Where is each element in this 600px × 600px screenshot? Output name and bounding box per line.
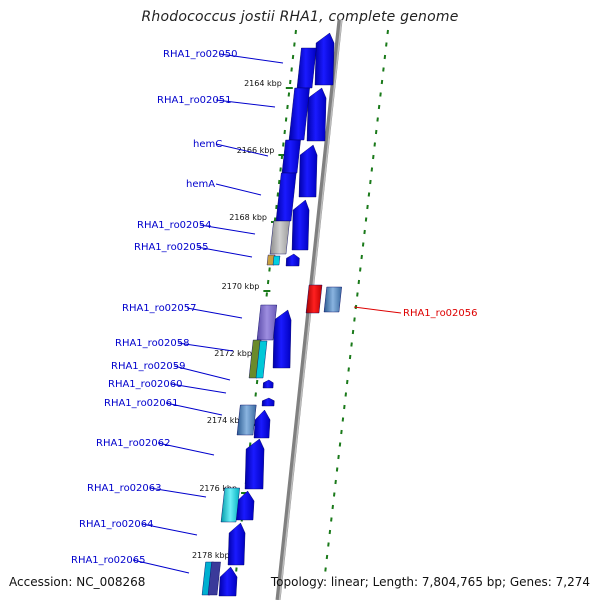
gene-feature: [227, 522, 246, 566]
gene-label[interactable]: RHA1_ro02064: [79, 519, 154, 530]
kbp-tick-label: 2170 kbp: [222, 282, 260, 291]
kbp-tick-label: 2164 kbp: [244, 79, 282, 88]
gene-labels: RHA1_ro02050 RHA1_ro02051 hemC hemA RHA1_ro0…: [71, 49, 478, 566]
label-leader-line: [157, 442, 215, 456]
gene-feature: [269, 220, 290, 255]
gene-feature: [288, 87, 310, 141]
label-leader-line: [196, 246, 253, 258]
gene-label[interactable]: hemC: [193, 139, 222, 150]
label-leader-line: [173, 365, 231, 381]
gene-feature: [323, 286, 342, 313]
kbp-tick-label: 2178 kbp: [192, 551, 230, 560]
accession-text: Accession: NC_008268: [9, 575, 146, 589]
label-leader-line: [132, 559, 190, 574]
gene-feature: [314, 32, 335, 86]
gene-label[interactable]: RHA1_ro02056: [403, 308, 478, 319]
gene-feature: [298, 144, 318, 198]
gene-feature: [305, 284, 323, 314]
gene-label[interactable]: RHA1_ro02054: [137, 220, 212, 231]
gene-features: [201, 32, 342, 597]
kbp-tick-label: 2172 kbp: [214, 349, 252, 358]
gene-feature: [281, 139, 301, 174]
kbp-tick-label: 2176 kbp: [199, 484, 237, 493]
gene-feature: [244, 438, 265, 490]
gene-feature: [207, 561, 221, 596]
gene-feature: [255, 340, 268, 379]
gene-feature: [285, 253, 300, 267]
gene-feature: [272, 255, 281, 266]
label-leader-line: [219, 53, 284, 64]
label-leader-line: [215, 143, 269, 157]
gene-label[interactable]: RHA1_ro02051: [157, 95, 232, 106]
gene-label[interactable]: RHA1_ro02061: [104, 398, 179, 409]
label-leader-line: [215, 183, 262, 196]
gene-feature: [296, 47, 317, 89]
genome-title: Rhodococcus jostii RHA1, complete genome: [141, 9, 459, 25]
gene-label[interactable]: hemA: [186, 179, 215, 190]
label-leader-line: [170, 383, 227, 394]
gene-feature: [306, 87, 327, 142]
gene-label[interactable]: RHA1_ro02062: [96, 438, 171, 449]
gene-feature: [262, 379, 274, 389]
label-leader-line: [199, 224, 256, 235]
gene-label[interactable]: RHA1_ro02055: [134, 242, 209, 253]
gene-feature: [218, 566, 238, 597]
gene-feature: [256, 304, 278, 341]
label-leader-line: [215, 99, 276, 108]
topology-text: Topology: linear; Length: 7,804,765 bp; …: [270, 575, 590, 589]
label-leaders: [132, 53, 402, 574]
gene-feature: [291, 199, 310, 251]
gene-label[interactable]: RHA1_ro02050: [163, 49, 238, 60]
label-leader-line: [186, 307, 243, 319]
gene-label[interactable]: RHA1_ro02063: [87, 483, 162, 494]
gene-label[interactable]: RHA1_ro02058: [115, 338, 190, 349]
gene-feature: [272, 309, 292, 369]
gene-label[interactable]: RHA1_ro02059: [111, 361, 186, 372]
gene-feature: [266, 254, 276, 266]
label-leader-line: [177, 342, 234, 352]
label-leader-line: [149, 487, 207, 498]
gene-feature: [220, 487, 240, 523]
kbp-tick-label: 2174 kbp: [207, 416, 245, 425]
label-leader-line: [141, 523, 198, 536]
kbp-tick-label: 2166 kbp: [237, 146, 275, 155]
gene-label[interactable]: RHA1_ro02057: [122, 303, 197, 314]
kbp-tick-label: 2168 kbp: [229, 213, 267, 222]
gene-feature: [248, 339, 262, 379]
gene-feature: [236, 404, 257, 436]
label-leader-line: [165, 402, 223, 416]
gene-label[interactable]: RHA1_ro02065: [71, 555, 146, 566]
gene-feature: [261, 397, 275, 407]
gene-feature: [253, 409, 271, 439]
gene-label[interactable]: RHA1_ro02060: [108, 379, 183, 390]
label-leader-line: [353, 306, 402, 314]
